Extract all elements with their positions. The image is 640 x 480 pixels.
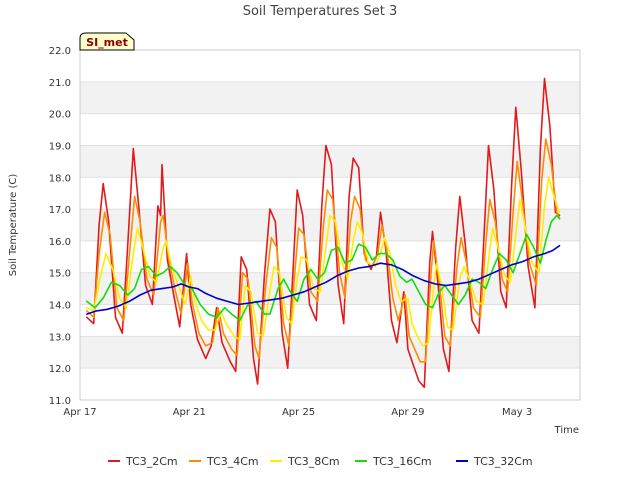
- legend-label: TC3_8Cm: [287, 455, 340, 468]
- x-tick-label: Apr 21: [173, 407, 206, 418]
- legend-label: TC3_16Cm: [372, 455, 432, 468]
- y-tick-label: 16.0: [49, 237, 71, 248]
- series-line-tc3-32cm: [86, 244, 561, 315]
- series-line-tc3-8cm: [86, 176, 561, 347]
- grid-band: [80, 81, 580, 114]
- grid-band: [80, 336, 580, 369]
- x-axis-ticks: Apr 17 Apr 21 Apr 25 Apr 29 May 3: [63, 407, 532, 418]
- series-line-tc3-16cm: [86, 214, 561, 322]
- y-tick-label: 15.0: [49, 269, 71, 280]
- grid-band: [80, 209, 580, 241]
- series-layer: [86, 77, 561, 389]
- legend-label: TC3_4Cm: [206, 455, 259, 468]
- y-tick-label: 11.0: [49, 396, 71, 407]
- y-tick-label: 21.0: [49, 78, 71, 89]
- site-label: SI_met: [86, 36, 128, 49]
- plot-area: [79, 49, 581, 401]
- x-tick-label: Apr 25: [282, 407, 315, 418]
- x-tick-label: May 3: [502, 407, 532, 418]
- y-tick-label: 17.0: [49, 205, 71, 216]
- series-line-tc3-4cm: [86, 138, 561, 363]
- legend-label: TC3_32Cm: [473, 455, 533, 468]
- x-tick-label: Apr 29: [391, 407, 424, 418]
- y-tick-label: 14.0: [49, 301, 71, 312]
- site-label-box: SI_met: [79, 32, 135, 51]
- y-tick-label: 13.0: [49, 332, 71, 343]
- series-line-tc3-2cm: [86, 77, 561, 389]
- y-tick-label: 18.0: [49, 173, 71, 184]
- grid-bands: [80, 81, 580, 369]
- legend-label: TC3_2Cm: [125, 455, 178, 468]
- y-tick-label: 20.0: [49, 110, 71, 121]
- x-tick-label: Apr 17: [63, 407, 96, 418]
- legend: TC3_2Cm TC3_4Cm TC3_8Cm TC3_16Cm TC3_32Cm: [108, 455, 533, 468]
- y-tick-label: 19.0: [49, 141, 71, 152]
- y-axis-title: Soil Temperature (C): [8, 174, 19, 277]
- chart-title: Soil Temperatures Set 3: [243, 4, 398, 19]
- x-axis-title: Time: [554, 425, 579, 436]
- y-tick-label: 12.0: [49, 364, 71, 375]
- y-axis-ticks: 11.0 12.0 13.0 14.0 15.0 16.0 17.0 18.0 19.0 20.0…: [49, 46, 71, 407]
- y-tick-label: 22.0: [49, 46, 71, 57]
